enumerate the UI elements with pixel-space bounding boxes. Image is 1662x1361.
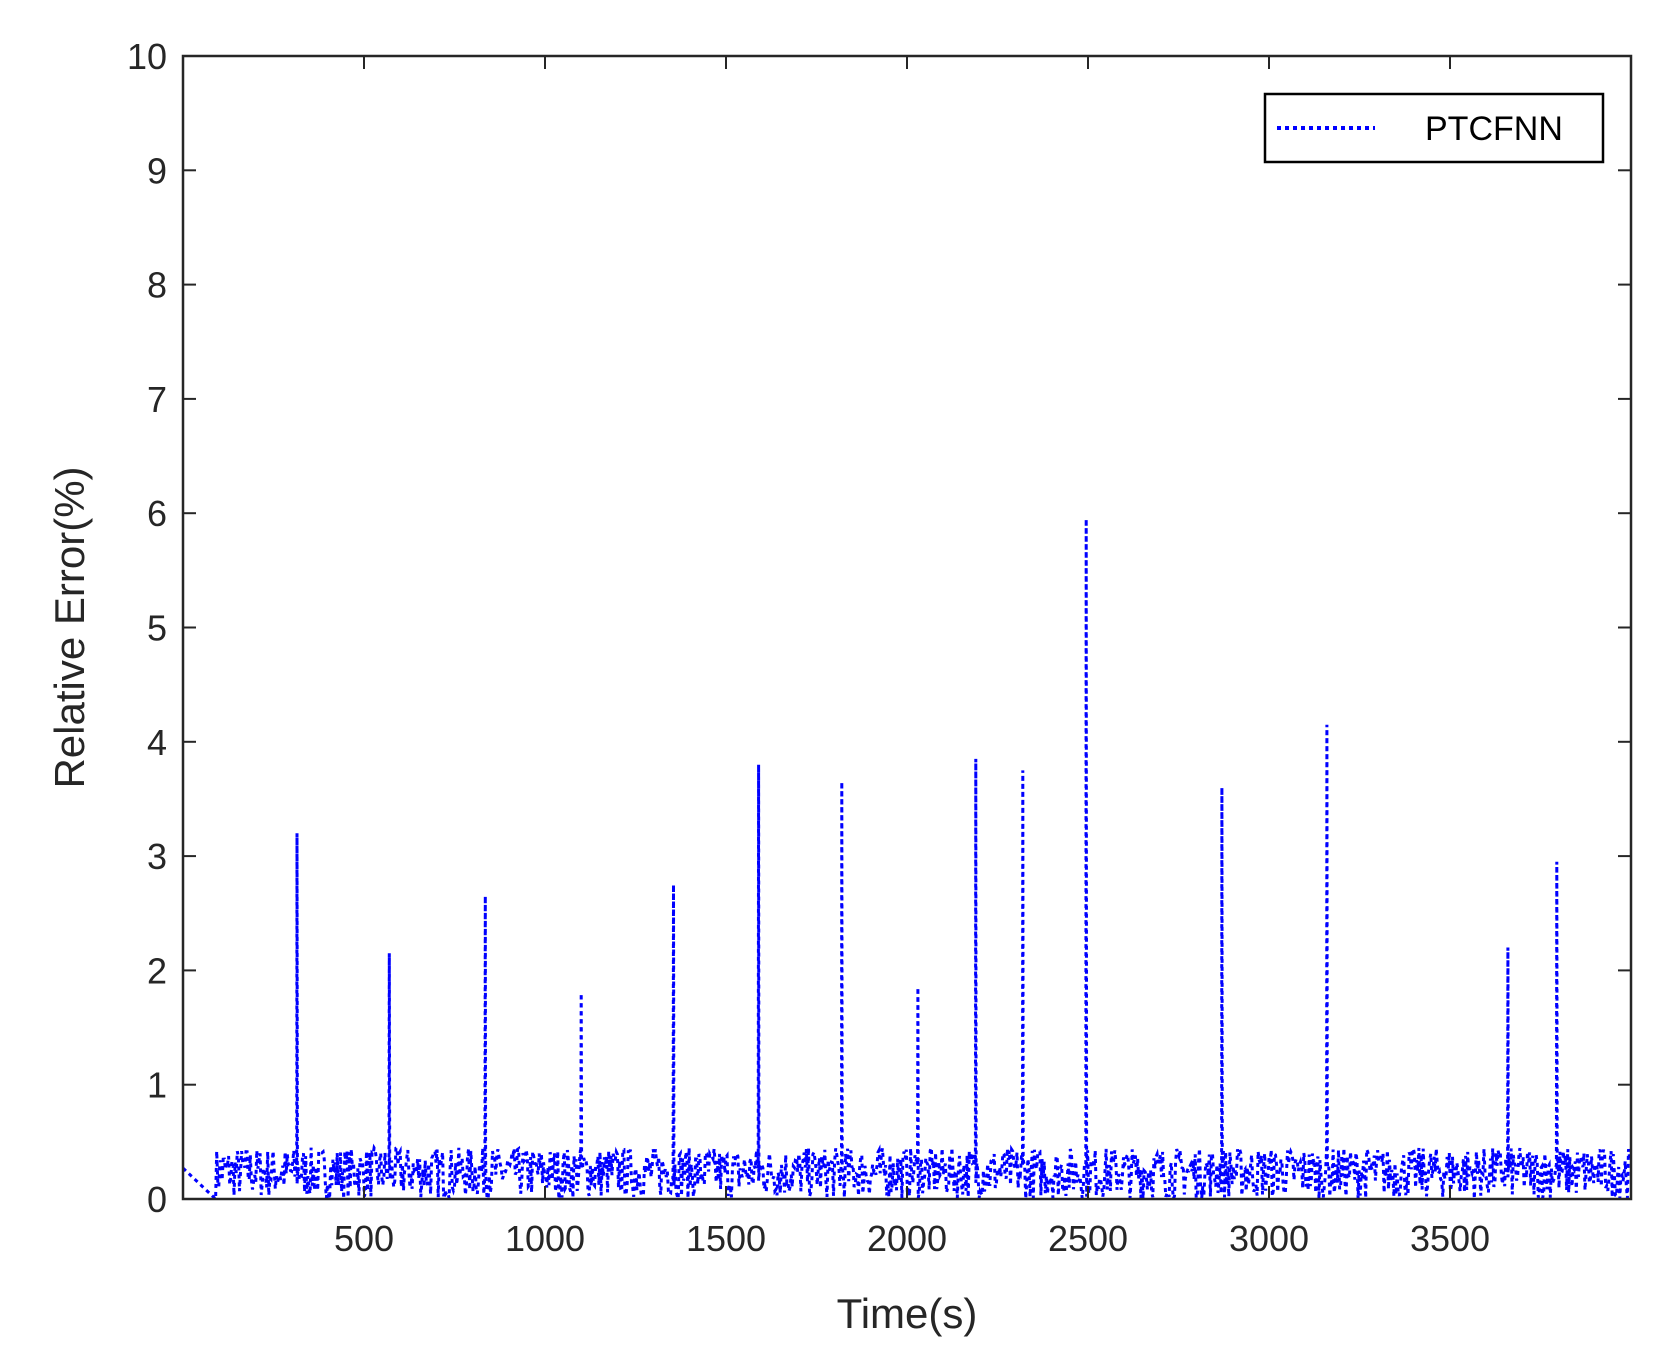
y-tick-label: 1 <box>147 1065 167 1106</box>
y-tick-label: 10 <box>127 36 167 77</box>
x-tick-label: 2500 <box>1048 1218 1128 1259</box>
axes-box <box>181 54 1633 1201</box>
y-tick-label: 4 <box>147 722 167 763</box>
legend-label: PTCFNN <box>1425 110 1563 148</box>
y-tick-label: 0 <box>147 1179 167 1220</box>
legend-box <box>1263 92 1605 164</box>
y-tick-label: 7 <box>147 379 167 420</box>
series-line-ptcfnn <box>183 518 1631 1199</box>
y-tick-label: 5 <box>147 608 167 649</box>
legend: PTCFNN <box>1263 92 1605 164</box>
ticks: 500 1000 1500 2000 2500 3000 3500 0 1 2 3 4 5 6 7 8 9 10 <box>127 36 1631 1259</box>
x-axis-title: Time(s) <box>837 1290 978 1337</box>
y-tick-label: 2 <box>147 950 167 991</box>
y-axis-title: Relative Error(%) <box>46 466 93 788</box>
x-tick-label: 3000 <box>1229 1218 1309 1259</box>
x-tick-label: 2000 <box>867 1218 947 1259</box>
y-tick-label: 3 <box>147 836 167 877</box>
x-tick-label: 1500 <box>686 1218 766 1259</box>
y-tick-label: 6 <box>147 493 167 534</box>
plot-area <box>183 518 1631 1199</box>
x-tick-label: 1000 <box>505 1218 585 1259</box>
x-tick-label: 500 <box>334 1218 394 1259</box>
y-tick-label: 9 <box>147 150 167 191</box>
x-tick-label: 3500 <box>1410 1218 1490 1259</box>
y-tick-label: 8 <box>147 265 167 306</box>
